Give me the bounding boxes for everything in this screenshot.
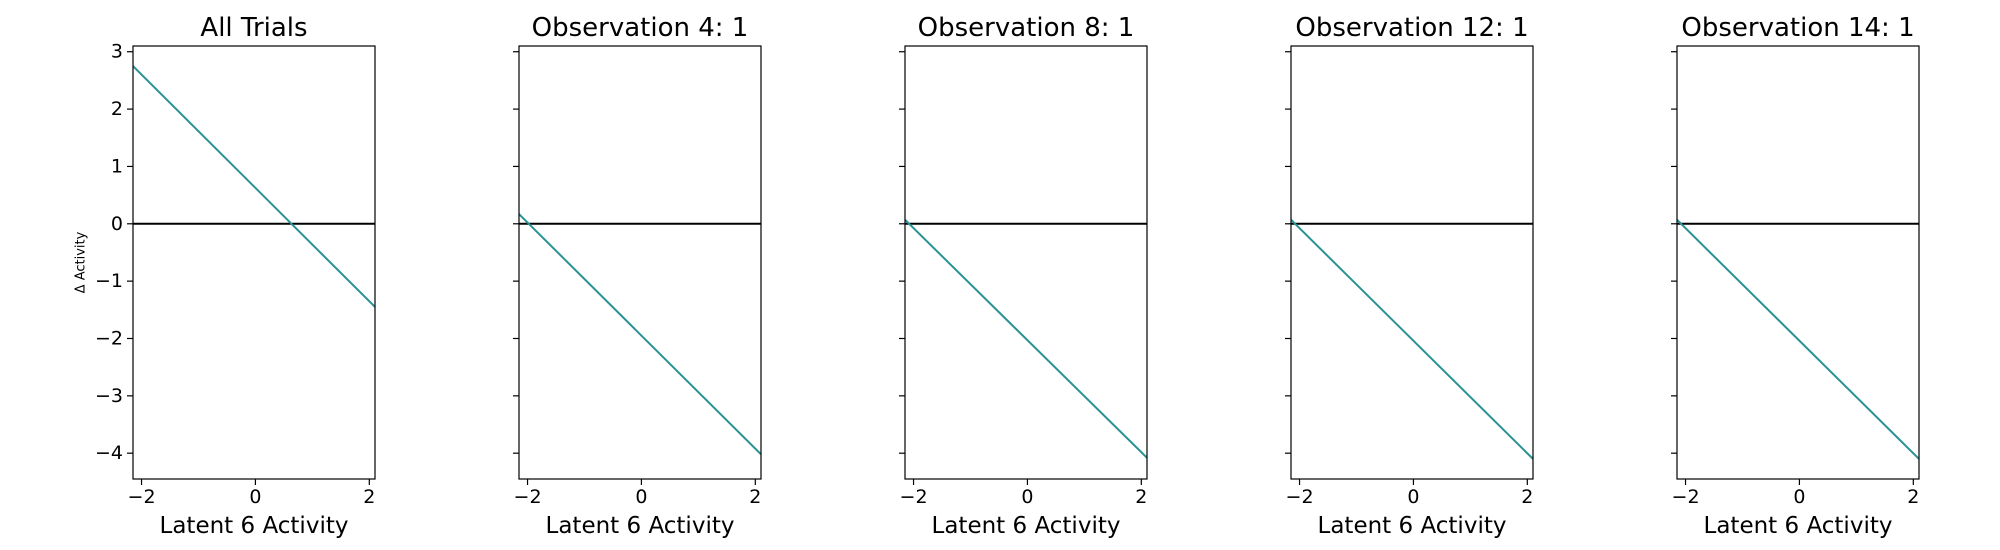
x-tick-label: 2 [749,486,761,508]
x-tick-label: 2 [1907,486,1919,508]
x-tick-label: −2 [1286,486,1314,508]
subplot-title: All Trials [200,13,307,43]
subplot-1: −4 −3 −2 −1 0 1 2 3 −2 0 2 All Trials Latent 6 Activ… [74,13,376,539]
axes-frame [904,45,1148,480]
y-tick-label: −3 [95,385,123,407]
series-line-1 [519,213,761,456]
y-tick-label: −2 [95,327,123,349]
x-tick-label: 0 [1021,486,1033,508]
x-tick-label: 0 [635,486,647,508]
axes-frame [1676,45,1920,480]
series-line-1 [1291,219,1533,460]
x-tick-label: 2 [363,486,375,508]
series-line-1 [1677,219,1919,460]
y-tick-label: −4 [95,442,123,464]
x-axis-label: Latent 6 Activity [932,513,1121,539]
axes-frame [132,45,376,480]
subplot-5: −2 0 2 Observation 14: 1 Latent 6 Activity [1671,13,1920,539]
x-tick-label: 2 [1521,486,1533,508]
x-axis-label: Latent 6 Activity [546,513,735,539]
x-axis-label: Latent 6 Activity [160,513,349,539]
series-line-1 [905,219,1147,459]
x-tick-label: −2 [128,486,156,508]
series-line-1 [133,65,375,308]
axes-frame [518,45,762,480]
subplot-title: Observation 8: 1 [918,13,1135,43]
x-tick-label: −2 [1672,486,1700,508]
subplot-title: Observation 14: 1 [1681,13,1914,43]
y-tick-label: 0 [111,213,123,235]
axes-frame [1290,45,1534,480]
x-tick-label: 0 [249,486,261,508]
subplot-2: −2 0 2 Observation 4: 1 Latent 6 Activity [513,13,762,539]
y-tick-label: −1 [95,270,123,292]
x-tick-label: 2 [1135,486,1147,508]
subplot-4: −2 0 2 Observation 12: 1 Latent 6 Activity [1285,13,1534,539]
x-tick-label: 0 [1407,486,1419,508]
y-tick-label: 3 [111,41,123,63]
subplot-title: Observation 12: 1 [1295,13,1528,43]
subplot-3: −2 0 2 Observation 8: 1 Latent 6 Activity [899,13,1148,539]
y-axis-label: Δ Activity [74,231,89,293]
x-tick-label: −2 [514,486,542,508]
y-tick-label: 2 [111,98,123,120]
y-tick-label: 1 [111,155,123,177]
x-axis-label: Latent 6 Activity [1704,513,1893,539]
x-tick-label: 0 [1793,486,1805,508]
x-axis-label: Latent 6 Activity [1318,513,1507,539]
x-tick-label: −2 [900,486,928,508]
subplot-title: Observation 4: 1 [532,13,749,43]
